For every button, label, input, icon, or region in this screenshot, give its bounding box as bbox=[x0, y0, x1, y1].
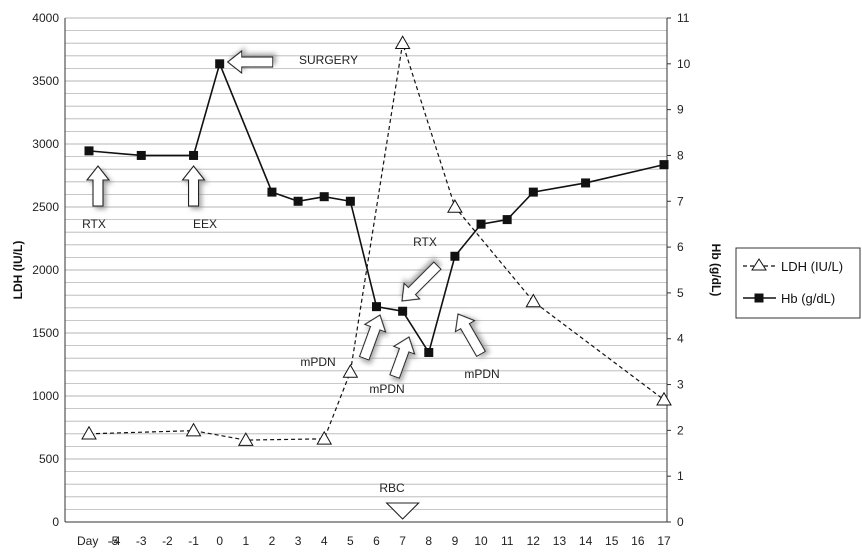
annotation-label: RBC bbox=[379, 481, 405, 495]
y-tick-label-left: 3500 bbox=[32, 74, 59, 88]
hb-point bbox=[372, 302, 381, 312]
rbc-marker bbox=[385, 502, 420, 520]
y-axis-title-right: Hb (g/dL) bbox=[709, 244, 723, 297]
x-prefix-label: Day bbox=[77, 534, 98, 548]
x-tick-label: 17 bbox=[657, 534, 671, 548]
legend-ldh-label: LDH (IU/L) bbox=[781, 259, 843, 274]
ldh-point bbox=[81, 425, 97, 440]
x-tick-label: -1 bbox=[188, 534, 199, 548]
eex-arrow bbox=[181, 165, 206, 207]
annotation-label: RTX bbox=[82, 217, 106, 231]
hb-point bbox=[659, 160, 669, 170]
ldh-point bbox=[342, 364, 359, 378]
hb-point bbox=[215, 59, 225, 69]
x-tick-label: 3 bbox=[295, 534, 302, 548]
y-tick-label-right: 8 bbox=[677, 148, 684, 162]
y-tick-label-right: 11 bbox=[677, 11, 690, 25]
x-tick-label: 14 bbox=[579, 534, 593, 548]
ldh-point bbox=[394, 35, 411, 49]
hb-point bbox=[345, 196, 355, 206]
legend-hb-label: Hb (g/dL) bbox=[781, 291, 835, 306]
ldh-point bbox=[447, 198, 463, 213]
y-tick-label-left: 4000 bbox=[32, 11, 59, 25]
y-tick-label-right: 3 bbox=[677, 378, 684, 392]
ldh-series-line bbox=[88, 43, 665, 441]
x-tick-label: 15 bbox=[605, 534, 619, 548]
y-tick-label-right: 6 bbox=[677, 240, 684, 254]
x-tick-label: 6 bbox=[373, 534, 380, 548]
x-tick-label: -2 bbox=[162, 534, 173, 548]
annotation-label: mPDN bbox=[464, 367, 499, 381]
hb-point bbox=[84, 146, 94, 156]
y-tick-label-right: 10 bbox=[677, 57, 691, 71]
hb-point bbox=[581, 178, 591, 188]
y-tick-label-right: 4 bbox=[677, 332, 684, 346]
annotation-label: EEX bbox=[193, 217, 217, 231]
y-tick-label-left: 2000 bbox=[32, 263, 59, 277]
rtx-arrow bbox=[85, 165, 111, 207]
legend-ldh-marker bbox=[751, 258, 767, 271]
x-tick-label: 10 bbox=[474, 534, 488, 548]
x-tick-label: 11 bbox=[501, 534, 514, 548]
legend-hb-marker bbox=[754, 293, 764, 303]
mpdn-arrow-1 bbox=[358, 314, 387, 361]
x-tick-label: 13 bbox=[553, 534, 567, 548]
mpdn-arrow-2 bbox=[389, 336, 416, 379]
ldh-point bbox=[185, 422, 202, 437]
hb-point bbox=[189, 150, 199, 160]
x-tick-label: 2 bbox=[269, 534, 276, 548]
x-tick-label: -5 bbox=[108, 534, 119, 548]
y-tick-label-right: 0 bbox=[677, 515, 684, 529]
annotation-label: mPDN bbox=[369, 382, 404, 396]
hb-point bbox=[319, 192, 329, 202]
hb-point bbox=[267, 187, 277, 197]
ldh-point bbox=[525, 293, 542, 308]
y-tick-label-left: 500 bbox=[39, 452, 59, 466]
y-axis-title-left: LDH (IU/L) bbox=[11, 241, 25, 300]
annotation-label: mPDN bbox=[300, 355, 335, 369]
x-tick-label: 16 bbox=[631, 534, 645, 548]
x-tick-label: 9 bbox=[452, 534, 459, 548]
ldh-point bbox=[656, 391, 672, 406]
hb-point bbox=[398, 306, 408, 316]
mpdn-arrow-3 bbox=[454, 313, 487, 358]
hb-point bbox=[136, 150, 146, 160]
ldh-point bbox=[316, 430, 333, 445]
y-tick-label-left: 3000 bbox=[32, 137, 59, 151]
y-tick-label-right: 5 bbox=[677, 286, 684, 300]
y-tick-label-left: 1500 bbox=[32, 326, 59, 340]
hb-point bbox=[450, 251, 460, 261]
x-tick-label: -3 bbox=[136, 534, 147, 548]
annotation-label: RTX bbox=[413, 235, 437, 249]
hb-point bbox=[424, 347, 434, 357]
y-tick-label-right: 2 bbox=[677, 423, 684, 437]
rtx-arrow-2 bbox=[401, 261, 442, 302]
x-tick-label: 1 bbox=[242, 534, 249, 548]
x-tick-label: 4 bbox=[321, 534, 328, 548]
annotation-label: SURGERY bbox=[299, 53, 358, 67]
hb-point bbox=[476, 219, 486, 229]
y-tick-label-left: 1000 bbox=[32, 389, 59, 403]
surgery-arrow bbox=[226, 49, 274, 75]
ldh-point bbox=[237, 432, 254, 446]
x-tick-label: 5 bbox=[347, 534, 354, 548]
x-tick-label: -4 bbox=[110, 534, 121, 548]
x-tick-label: 12 bbox=[527, 534, 541, 548]
x-tick-label: 8 bbox=[425, 534, 432, 548]
x-tick-label: 0 bbox=[216, 534, 223, 548]
y-tick-label-right: 9 bbox=[677, 103, 684, 117]
y-tick-label-right: 1 bbox=[677, 469, 684, 483]
x-tick-label: 7 bbox=[399, 534, 406, 548]
y-tick-label-right: 7 bbox=[677, 194, 684, 208]
y-tick-label-left: 0 bbox=[52, 515, 59, 529]
hb-point bbox=[502, 215, 512, 225]
hb-point bbox=[528, 187, 538, 197]
y-tick-label-left: 2500 bbox=[32, 200, 59, 214]
legend-box bbox=[735, 247, 861, 319]
hb-point bbox=[293, 196, 303, 206]
